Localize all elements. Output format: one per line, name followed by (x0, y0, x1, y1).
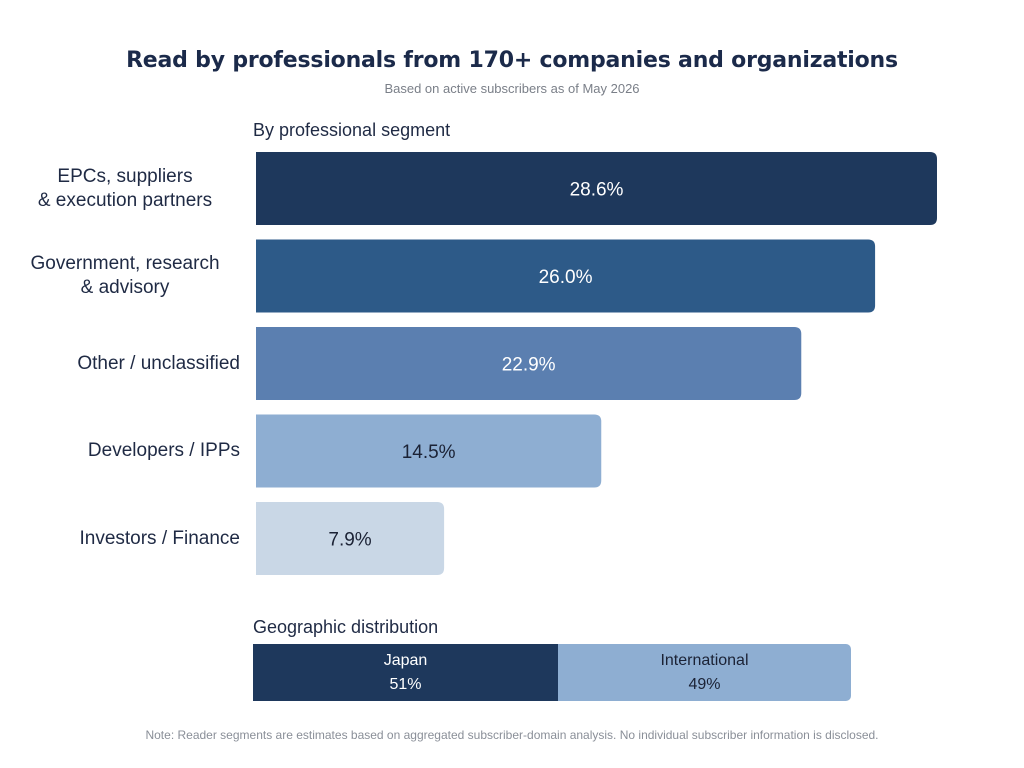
bar-value-label-0: 28.6% (570, 180, 624, 201)
geo-segment-value: 51% (389, 675, 422, 693)
bar-value-label-1: 26.0% (539, 267, 593, 288)
bar-0 (256, 152, 937, 225)
footnote: Note: Reader segments are estimates base… (145, 728, 879, 742)
bar-4 (256, 502, 445, 575)
bar-value-label-2: 22.9% (502, 355, 556, 376)
bar-1 (256, 239, 876, 313)
bar-3 (256, 414, 602, 488)
geo-segment-japan: Japan 51% (253, 644, 558, 701)
bar-value-label-4: 7.9% (328, 530, 371, 551)
chart-title: Read by professionals from 170+ companie… (126, 48, 898, 73)
segment-section-label: By professional segment (253, 120, 451, 140)
category-label-1: Government, research & advisory (30, 253, 220, 298)
geo-segment-value: 49% (688, 675, 721, 693)
geo-segment-name: Japan (383, 651, 428, 669)
geo-segment-international: International 49% (557, 644, 851, 701)
bar-2 (256, 327, 802, 400)
bar-value-label-3: 14.5% (402, 442, 456, 463)
geo-section-label: Geographic distribution (253, 617, 439, 637)
category-label-4: Investors / Finance (79, 527, 240, 549)
category-label-3: Developers / IPPs (87, 440, 240, 461)
chart-subtitle: Based on active subscribers as of May 20… (384, 81, 640, 96)
geo-segment-name: International (660, 651, 749, 669)
geo-stacked-bar: Japan 51% International 49% (253, 644, 851, 701)
category-label-2: Other / unclassified (77, 352, 240, 374)
category-label-0: EPCs, suppliers & execution partners (37, 165, 213, 211)
